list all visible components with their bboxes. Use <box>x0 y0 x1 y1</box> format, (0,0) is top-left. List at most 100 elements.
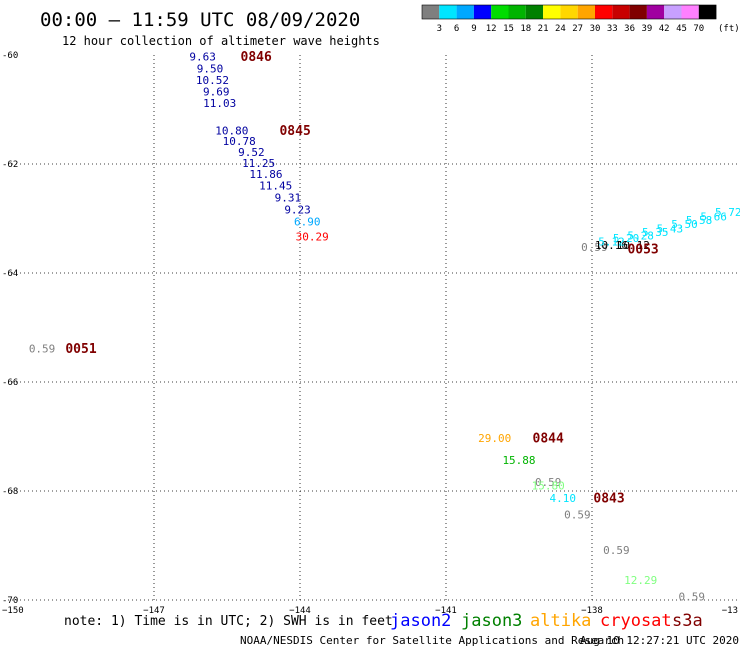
colorbar-swatch <box>664 5 682 19</box>
colorbar-swatch <box>473 5 492 19</box>
swh-value-label: 11.03 <box>203 97 236 110</box>
axis-tick-labels: -60 -62 -64 -66 -68 -70 −147 −144 −141 −138 −150 −1… <box>2 51 738 616</box>
colorbar-label: 6 <box>454 24 459 34</box>
swh-value-label: 9.23 <box>284 203 311 216</box>
colorbar-label: 39 <box>641 24 652 34</box>
colorbar-swatch <box>681 5 699 19</box>
swh-value-label: 6.90 <box>294 215 321 228</box>
swh-value-label: 10.78 <box>223 135 256 148</box>
swh-value-label: 9.69 <box>203 86 230 99</box>
swh-value-label: 5.58 <box>686 214 713 227</box>
x-tick-label: −138 <box>581 606 603 616</box>
colorbar-label: 36 <box>624 24 635 34</box>
colorbar-swatch <box>698 5 717 19</box>
satellite-legend-item: jason3 <box>461 611 522 631</box>
colorbar-label: 45 <box>676 24 687 34</box>
colorbar-swatch <box>491 5 509 19</box>
colorbar-swatch <box>525 5 544 19</box>
swh-value-label: 0.59 <box>679 590 706 603</box>
pass-time-label: 0053 <box>627 243 658 258</box>
satellite-legend-item: altika <box>530 611 591 631</box>
colorbar-swatch <box>439 5 457 19</box>
colorbar-unit: (ft) <box>718 24 740 34</box>
colorbar-label: 70 <box>693 24 704 34</box>
swh-value-label: 0.59 <box>581 241 608 254</box>
colorbar-label: 9 <box>471 24 476 34</box>
satellite-legend: jason2 jason3 altika cryosat s3a <box>390 611 703 631</box>
swh-value-label: 9.50 <box>197 63 224 76</box>
colorbar-swatch <box>612 5 630 19</box>
swh-value-label: 10.52 <box>196 74 229 87</box>
swh-value-label: 0.59 <box>29 342 56 355</box>
colorbar-swatch <box>646 5 665 19</box>
swh-colorbar: 3 6 9 12 15 18 21 24 27 30 33 36 39 42 45 70 <box>421 4 717 34</box>
x-tick-label: −144 <box>289 606 311 616</box>
colorbar-label: 3 <box>437 24 442 34</box>
colorbar-label: 15 <box>503 24 514 34</box>
swh-value-label: 10.12 <box>617 239 650 252</box>
colorbar-swatch <box>456 5 474 19</box>
x-tick-label: −147 <box>143 606 165 616</box>
swh-value-label: 0.59 <box>564 509 591 522</box>
footer-note: note: 1) Time is in UTC; 2) SWH is in fe… <box>64 614 393 629</box>
y-tick-label: -66 <box>2 378 18 388</box>
x-tick-label: −141 <box>435 606 457 616</box>
swh-value-label: 9.31 <box>275 191 302 204</box>
swh-value-label: 0.59 <box>603 544 630 557</box>
colorbar-label: 24 <box>555 24 566 34</box>
swh-value-label: 4.10 <box>550 492 577 505</box>
pass-time-label: 0843 <box>593 492 624 507</box>
chart-subtitle: 12 hour collection of altimeter wave hei… <box>62 34 380 48</box>
swh-value-label: 5.35 <box>642 226 669 239</box>
colorbar-frame <box>421 4 717 20</box>
colorbar-label: 21 <box>538 24 549 34</box>
colorbar-label: 27 <box>572 24 583 34</box>
pass-time-label: 0846 <box>241 50 272 65</box>
swh-value-label: 30.29 <box>296 231 329 244</box>
colorbar-label: 42 <box>659 24 670 34</box>
colorbar-swatch <box>595 5 613 19</box>
swh-value-label: 5.72 <box>715 206 740 219</box>
swh-value-label: 10.16 <box>595 239 628 252</box>
footer-credit: NOAA/NESDIS Center for Satellite Applica… <box>240 634 624 647</box>
swh-value-label: 5.28 <box>627 229 654 242</box>
colorbar-label: 18 <box>520 24 531 34</box>
pass-time-label: 0845 <box>279 124 310 139</box>
swh-value-label: 15.88 <box>502 454 535 467</box>
colorbar-label: 30 <box>590 24 601 34</box>
satellite-legend-item: jason2 <box>390 611 451 631</box>
colorbar-swatch <box>508 5 526 19</box>
chart-title: 00:00 – 11:59 UTC 08/09/2020 <box>40 9 360 31</box>
y-tick-label: -62 <box>2 160 18 170</box>
swh-value-label: 11.45 <box>259 179 292 192</box>
swh-value-label: 12.29 <box>624 574 657 587</box>
swh-value-label: 29.00 <box>478 432 511 445</box>
swh-value-label: 9.63 <box>189 51 216 64</box>
swh-value-label: 5.50 <box>671 218 698 231</box>
map-grid <box>8 55 738 601</box>
y-tick-label: -68 <box>2 487 18 497</box>
x-tick-label: −13 <box>722 606 738 616</box>
swh-value-label: 15.80 <box>532 480 565 493</box>
swh-value-label: 5.20 <box>613 232 640 245</box>
swh-value-label: 5.12 <box>598 235 625 248</box>
colorbar-swatch <box>577 5 595 19</box>
x-tick-label: −150 <box>2 606 24 616</box>
swh-value-label: 5.43 <box>657 222 684 235</box>
satellite-legend-item: s3a <box>672 611 703 631</box>
pass-time-labels: 0846 0845 0051 0844 0843 0053 <box>65 50 658 506</box>
y-tick-label: -64 <box>2 269 18 279</box>
swh-value-label: 11.25 <box>242 157 275 170</box>
footer-timestamp: Aug 10 12:27:21 UTC 2020 <box>580 634 739 647</box>
colorbar-swatch <box>629 5 647 19</box>
y-tick-label: -70 <box>2 596 18 606</box>
colorbar-label: 12 <box>486 24 497 34</box>
swh-value-label: 10.80 <box>215 124 248 137</box>
colorbar-swatch <box>543 5 561 19</box>
swh-value-label: 5.66 <box>700 210 727 223</box>
colorbar-label: 33 <box>607 24 618 34</box>
colorbar-swatch <box>560 5 578 19</box>
pass-time-label: 0051 <box>65 342 96 357</box>
